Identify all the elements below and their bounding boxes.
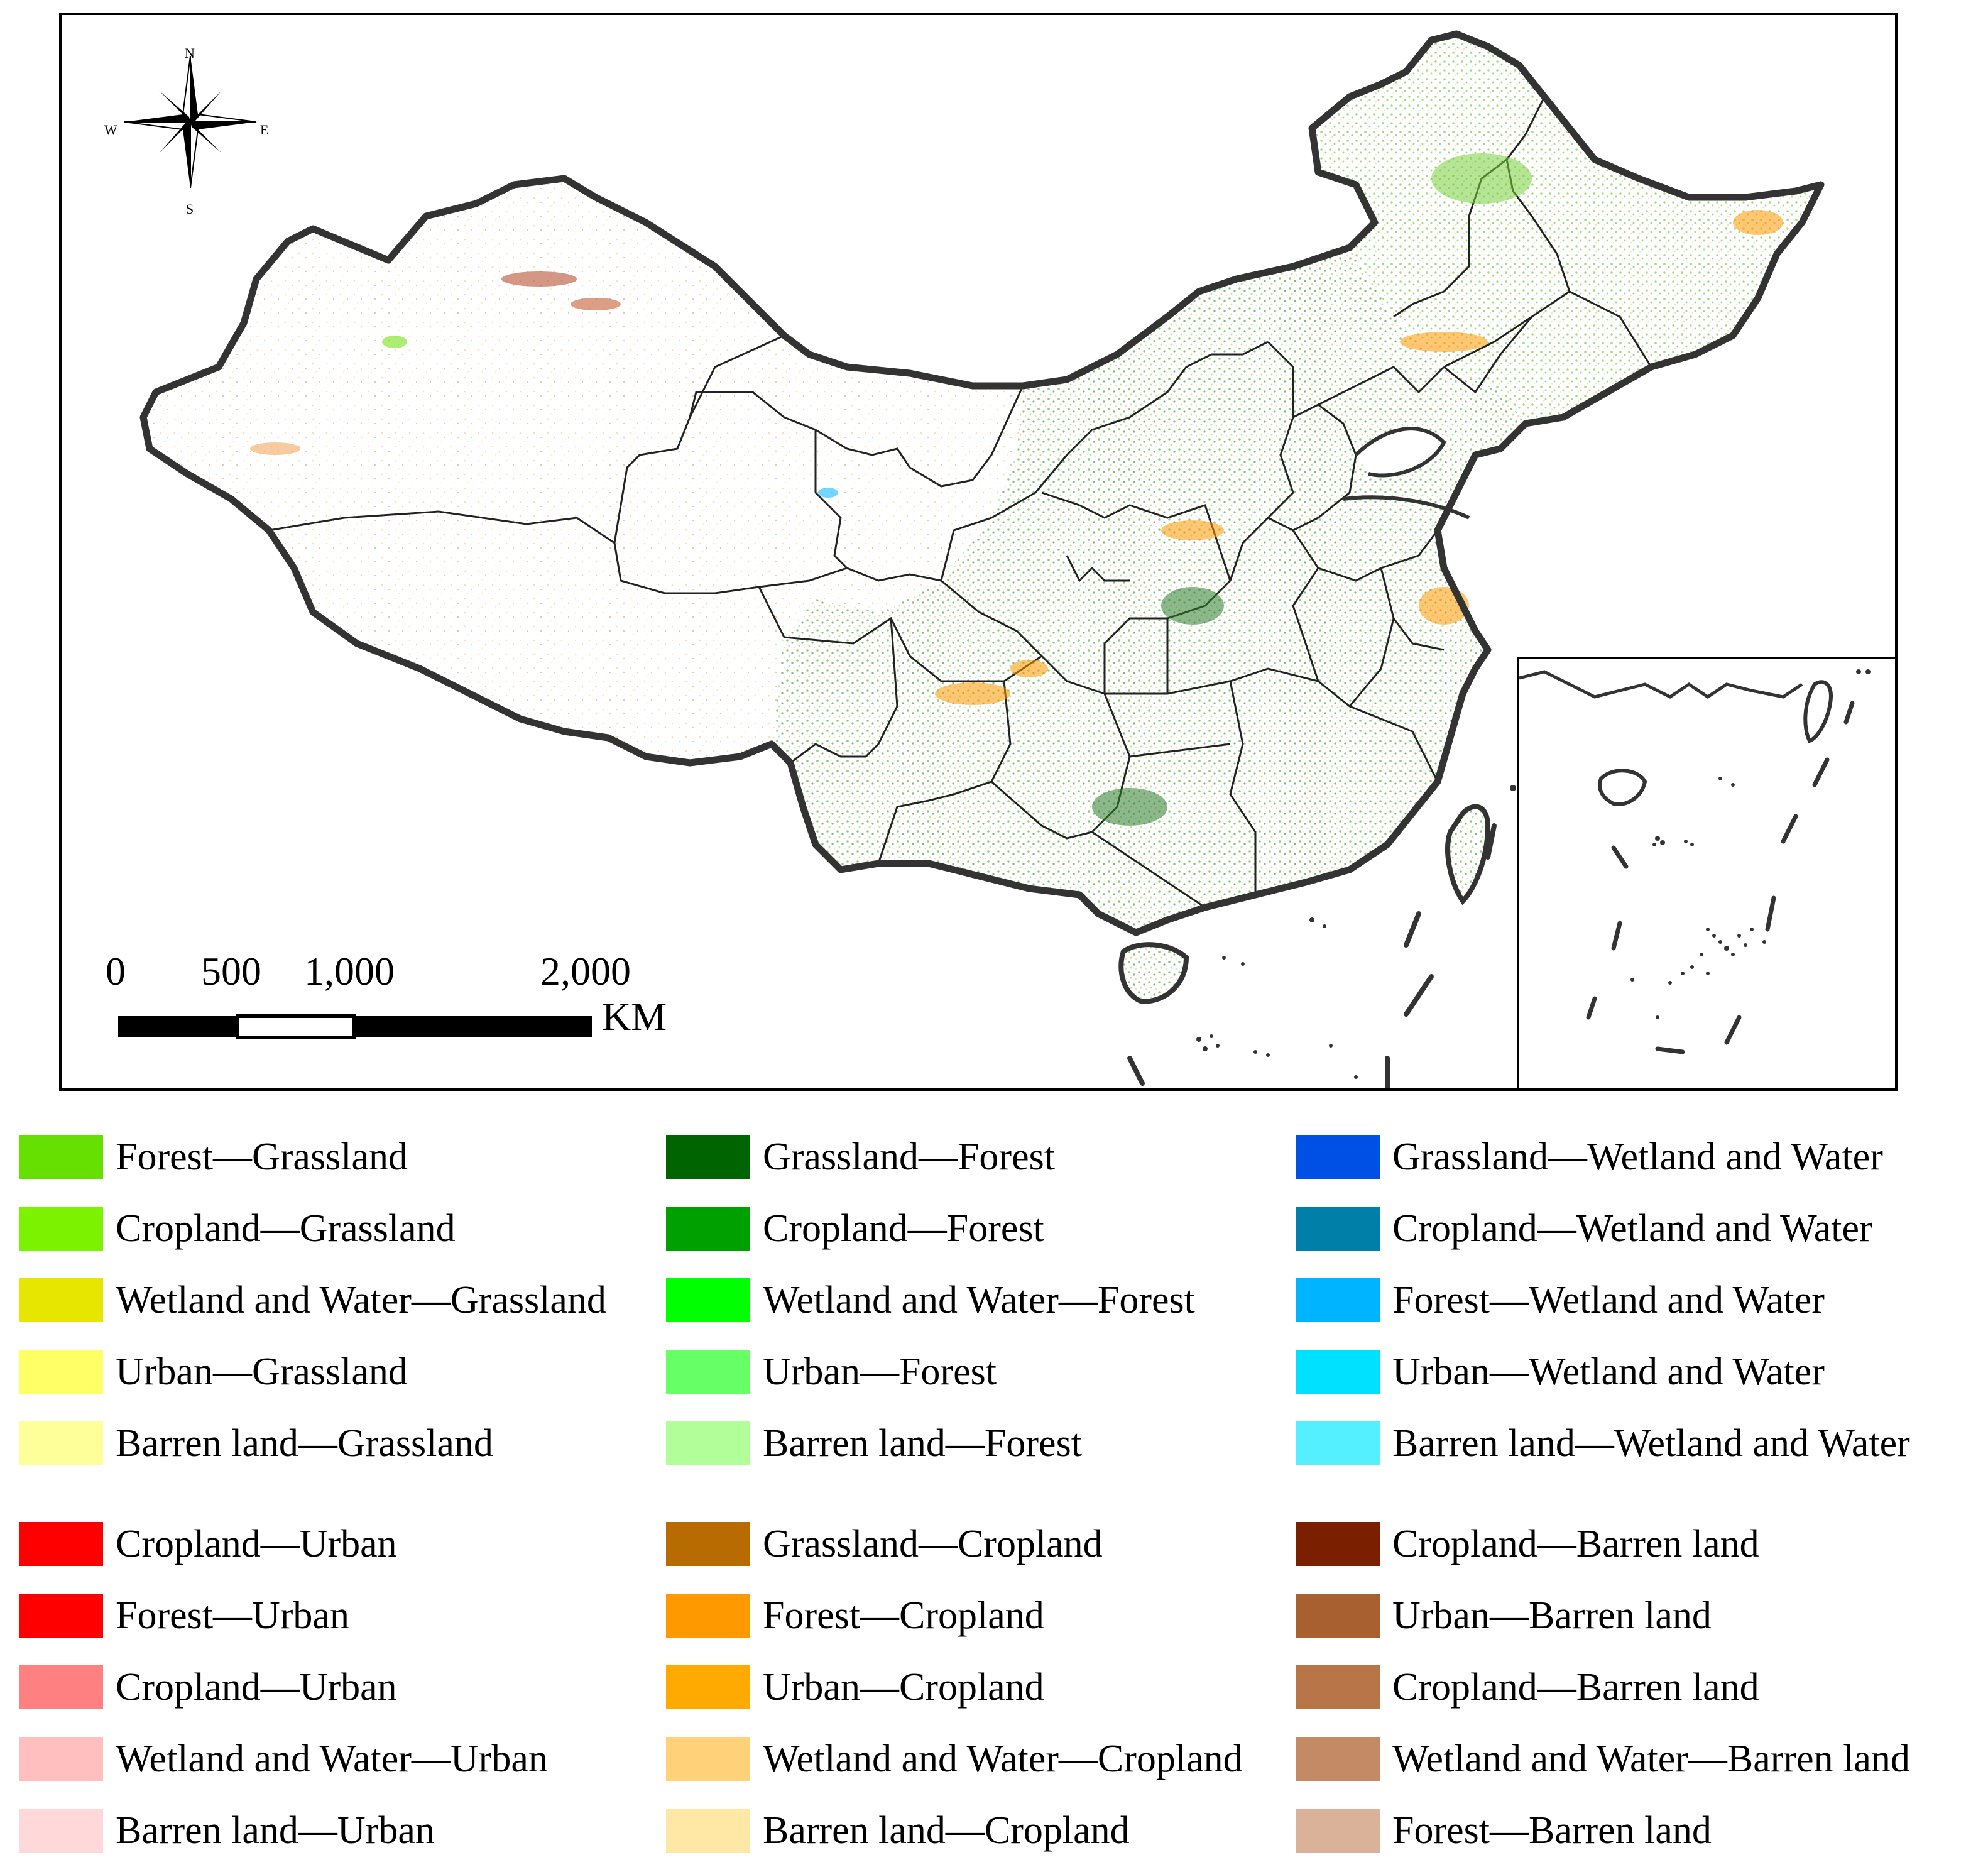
scale-unit: KM: [602, 994, 667, 1039]
legend-swatch: [666, 1421, 750, 1465]
legend-label: Barren land—Urban: [116, 1809, 435, 1852]
scale-tick-0: 0: [106, 949, 126, 993]
legend-swatch: [1296, 1278, 1380, 1322]
legend-label: Wetland and Water—Grassland: [116, 1279, 606, 1322]
national-border: [139, 30, 1825, 936]
legend-swatch: [1296, 1665, 1380, 1709]
legend-swatch: [1296, 1594, 1380, 1638]
legend-swatch: [19, 1665, 103, 1709]
legend-label: Urban—Cropland: [763, 1666, 1044, 1709]
legend-label: Grassland—Cropland: [763, 1523, 1103, 1565]
inset-taiwan: [1803, 680, 1833, 743]
legend-swatch: [666, 1809, 750, 1853]
scale-tick-1000: 1,000: [304, 949, 395, 993]
legend-swatch: [666, 1737, 750, 1781]
scale-tick-2000: 2,000: [540, 949, 631, 993]
legend-swatch: [666, 1665, 750, 1709]
legend-swatch: [666, 1207, 750, 1251]
legend-swatch: [666, 1350, 750, 1394]
legend-label: Barren land—Cropland: [763, 1809, 1130, 1852]
taiwan-island: [1445, 804, 1491, 906]
legend-swatch: [19, 1809, 103, 1853]
legend-label: Urban—Barren land: [1392, 1594, 1712, 1637]
change-accents: [250, 153, 1783, 826]
legend-label: Wetland and Water—Urban: [116, 1738, 548, 1780]
inset-hainan: [1598, 769, 1647, 806]
legend-swatch: [666, 1135, 750, 1179]
legend-label: Barren land—Wetland and Water: [1392, 1422, 1910, 1465]
legend-label: Cropland—Urban: [116, 1666, 397, 1709]
legend-swatch: [666, 1594, 750, 1638]
compass-south: S: [186, 201, 194, 217]
map-frame: N S E W 0 500 1,000 2,000 KM: [59, 13, 1898, 1091]
legend-label: Cropland—Grassland: [116, 1207, 456, 1250]
legend-label: Forest—Urban: [116, 1594, 349, 1637]
legend-swatch: [1296, 1207, 1380, 1251]
legend-swatch: [1296, 1350, 1380, 1394]
legend-label: Cropland—Forest: [763, 1207, 1044, 1250]
legend-swatch: [19, 1207, 103, 1251]
legend-label: Grassland—Wetland and Water: [1392, 1136, 1883, 1178]
legend-swatch: [1296, 1522, 1380, 1566]
legend-label: Cropland—Wetland and Water: [1392, 1207, 1872, 1250]
legend-label: Forest—Barren land: [1392, 1809, 1712, 1852]
legend-swatch: [1296, 1809, 1380, 1853]
north-arrow: [124, 55, 257, 189]
map-canvas: [118, 30, 1825, 1088]
legend-label: Forest—Grassland: [116, 1136, 408, 1178]
compass-north: N: [185, 45, 195, 61]
inset-canvas: [1519, 669, 1871, 1054]
legend-swatch: [19, 1737, 103, 1781]
legend-label: Wetland and Water—Cropland: [763, 1738, 1243, 1780]
legend-label: Grassland—Forest: [763, 1136, 1055, 1178]
legend-swatch: [666, 1278, 750, 1322]
inset-dashed-line: [1586, 701, 1855, 1054]
legend-label: Cropland—Urban: [116, 1523, 397, 1565]
northeast-zone: [1312, 34, 1821, 424]
legend-swatch: [19, 1421, 103, 1465]
legend-label: Forest—Cropland: [763, 1594, 1044, 1637]
scale-tick-500: 500: [201, 949, 261, 993]
legend-swatch: [666, 1522, 750, 1566]
legend-swatch: [1296, 1737, 1380, 1781]
south-china-sea-inset: [1517, 657, 1898, 1091]
legend-swatch: [19, 1594, 103, 1638]
offshore-boundary: [1127, 823, 1497, 1088]
legend-label: Urban—Forest: [763, 1350, 997, 1393]
legend-swatch: [19, 1350, 103, 1394]
offshore-islands: [1196, 785, 1522, 1079]
western-dry-zone: [143, 178, 1023, 763]
legend-label: Urban—Wetland and Water: [1392, 1350, 1825, 1393]
shandong-coast: [1343, 495, 1470, 520]
legend-label: Urban—Grassland: [116, 1350, 408, 1393]
inset-coastline: [1519, 670, 1803, 699]
legend-swatch: [1296, 1421, 1380, 1465]
legend-swatch: [19, 1278, 103, 1322]
legend-label: Wetland and Water—Barren land: [1392, 1738, 1910, 1780]
inset-islands: [1630, 669, 1871, 1019]
compass-west: W: [104, 122, 117, 138]
province-boundaries: [268, 96, 1652, 909]
legend-swatch: [1296, 1135, 1380, 1179]
legend-swatch: [19, 1135, 103, 1179]
scale-bar: [118, 1014, 592, 1039]
legend-label: Cropland—Barren land: [1392, 1666, 1759, 1709]
legend: Forest—Grassland Cropland—Grassland Wetlan…: [0, 1131, 1988, 1872]
legend-label: Barren land—Grassland: [116, 1422, 493, 1465]
compass-east: E: [260, 122, 269, 138]
legend-swatch: [19, 1522, 103, 1566]
hainan-island: [1118, 942, 1189, 1005]
bohai-coast: [1354, 427, 1446, 478]
legend-label: Forest—Wetland and Water: [1392, 1279, 1825, 1322]
legend-label: Cropland—Barren land: [1392, 1523, 1759, 1565]
legend-label: Barren land—Forest: [763, 1422, 1082, 1465]
legend-label: Wetland and Water—Forest: [763, 1279, 1195, 1322]
